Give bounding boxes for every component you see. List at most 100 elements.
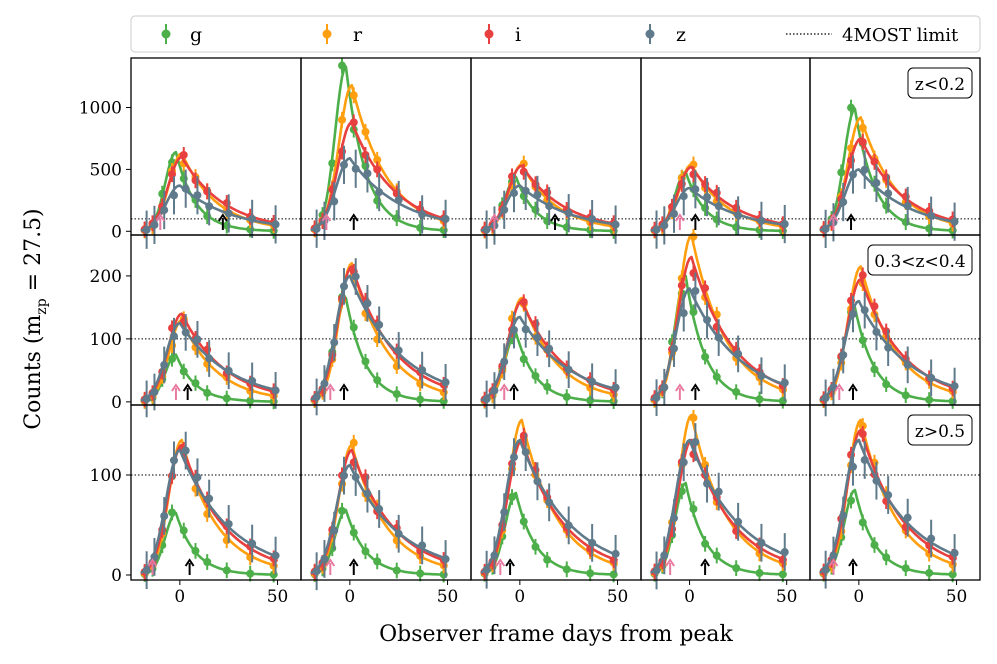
point-z <box>670 514 679 523</box>
legend: g r i z 4MOST limit <box>130 15 981 53</box>
point-g <box>191 379 200 388</box>
point-z <box>160 360 169 369</box>
point-g <box>755 395 764 404</box>
panel-r1-c0 <box>130 234 302 418</box>
legend-r-label: r <box>353 24 363 46</box>
point-z <box>160 206 169 215</box>
point-z <box>652 393 661 402</box>
point-z <box>950 549 959 558</box>
point-z <box>660 221 669 230</box>
point-z <box>521 186 530 195</box>
point-z <box>860 165 869 174</box>
point-z <box>193 191 202 200</box>
point-z <box>679 309 688 318</box>
point-z <box>652 566 661 575</box>
point-g <box>203 558 212 567</box>
point-i <box>870 302 879 311</box>
point-z <box>169 332 178 341</box>
point-z <box>142 225 151 234</box>
point-z <box>205 494 214 503</box>
point-z <box>312 224 321 233</box>
x-tick-label-c1-1: 50 <box>437 587 459 607</box>
pink-arrow-head <box>675 213 685 222</box>
point-z <box>248 214 257 223</box>
panel-r2-c0: 0 50 <box>130 404 302 607</box>
point-z <box>848 309 857 318</box>
y-axis-label-head: Counts (m <box>21 315 46 430</box>
point-i <box>179 150 188 159</box>
point-z <box>564 521 573 530</box>
point-g <box>179 526 188 535</box>
point-g <box>349 323 358 332</box>
point-z <box>903 202 912 211</box>
point-z <box>588 377 597 386</box>
pink-arrow-head <box>499 383 510 392</box>
point-g <box>373 376 382 385</box>
point-g <box>416 569 425 578</box>
point-z <box>780 378 789 387</box>
point-z <box>848 170 857 179</box>
point-z <box>339 282 348 291</box>
point-z <box>509 189 518 198</box>
point-z <box>224 209 233 218</box>
point-g <box>870 365 879 374</box>
point-z <box>714 487 723 496</box>
point-z <box>691 438 700 447</box>
point-z <box>927 211 936 220</box>
point-z <box>394 529 403 538</box>
x-tick-label-c4-1: 50 <box>946 587 968 607</box>
point-z <box>660 383 669 392</box>
panel-r1-c1 <box>300 234 472 416</box>
legend-r-marker <box>322 29 332 39</box>
point-g <box>712 372 721 381</box>
point-z <box>205 354 214 363</box>
black-arrow-head <box>348 213 359 222</box>
point-z <box>950 217 959 226</box>
y-tick-label-row2-0: 0 <box>111 566 122 586</box>
black-arrow-head <box>218 213 228 222</box>
point-z <box>860 455 869 464</box>
point-z <box>500 357 509 366</box>
row-label-2: z>0.5 <box>915 422 965 442</box>
panel-r0-c4 <box>809 57 981 249</box>
pink-arrow-head <box>828 213 839 222</box>
point-i <box>701 284 710 293</box>
point-z <box>312 567 321 576</box>
point-g <box>392 566 401 575</box>
panel-r0-c0 <box>130 57 302 249</box>
pink-arrow-head <box>834 383 845 392</box>
point-r <box>338 115 347 124</box>
x-axis-label: Observer frame days from peak <box>379 622 733 647</box>
point-i <box>858 137 867 146</box>
row-label-0: z<0.2 <box>915 75 965 95</box>
point-i <box>858 430 867 439</box>
pink-arrow-head <box>171 383 181 392</box>
point-z <box>271 551 280 560</box>
point-g <box>361 547 370 556</box>
point-z <box>872 178 881 187</box>
point-r <box>689 232 698 241</box>
point-z <box>652 225 661 234</box>
point-g <box>531 371 540 380</box>
point-g <box>508 493 517 502</box>
point-z <box>271 220 280 229</box>
point-z <box>312 392 321 401</box>
row-label-1: 0.3<z<0.4 <box>874 252 966 272</box>
point-z <box>884 343 893 352</box>
point-g <box>689 307 698 316</box>
point-g <box>712 551 721 560</box>
x-tick-label-c4-0: 0 <box>853 587 864 607</box>
legend-g-marker <box>161 29 171 39</box>
pink-arrow-head <box>828 558 839 567</box>
point-g <box>847 496 856 505</box>
point-z <box>872 476 881 485</box>
point-g <box>361 357 370 366</box>
black-arrow-head <box>848 383 858 392</box>
point-z <box>330 338 339 347</box>
point-z <box>351 473 360 482</box>
point-z <box>521 325 530 334</box>
black-arrow-head <box>505 558 515 567</box>
point-z <box>703 315 712 324</box>
point-z <box>757 538 766 547</box>
point-i <box>373 165 382 174</box>
